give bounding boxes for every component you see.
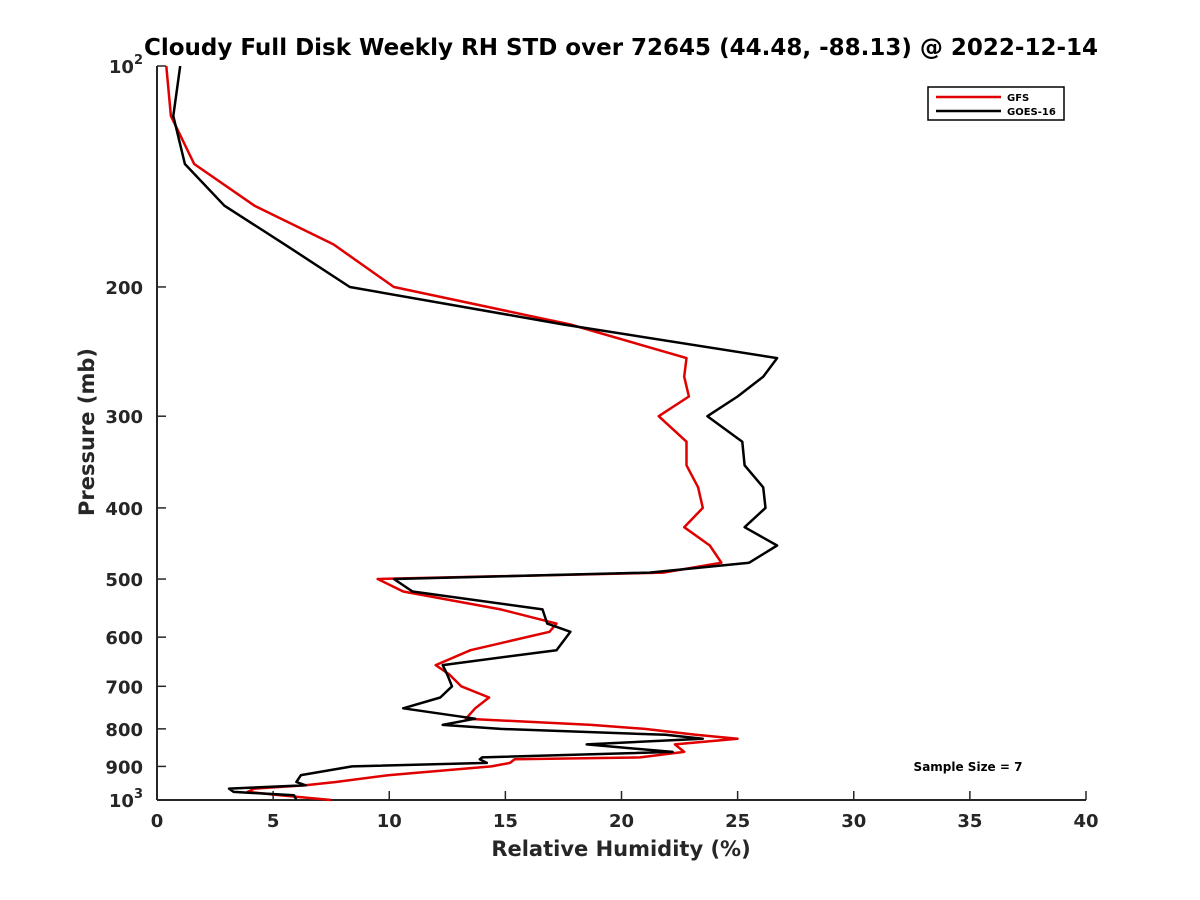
- x-tick-label: 5: [267, 811, 280, 832]
- y-tick-label: 102: [109, 53, 143, 78]
- axes: 0 5 10 15 20 25 30 35 40 102 200 300 400 500 600 700 800…: [105, 53, 1098, 832]
- y-tick-label: 800: [105, 720, 143, 741]
- series-line-goes-16: [172, 65, 779, 801]
- x-tick-label: 10: [377, 811, 402, 832]
- x-axis-label: Relative Humidity (%): [491, 837, 750, 861]
- chart-title: Cloudy Full Disk Weekly RH STD over 7264…: [144, 35, 1098, 61]
- series-layer: [165, 65, 779, 802]
- y-tick-label: 103: [109, 787, 143, 812]
- y-tick-label: 900: [105, 757, 143, 778]
- series-line-gfs: [165, 65, 739, 802]
- y-axis-label: Pressure (mb): [75, 348, 99, 516]
- y-tick-label: 700: [105, 677, 143, 698]
- y-tick-label: 400: [105, 499, 143, 520]
- legend-box: [927, 86, 1065, 121]
- x-tick-label: 15: [493, 811, 518, 832]
- x-tick-label: 0: [151, 811, 164, 832]
- x-tick-label: 30: [841, 811, 866, 832]
- x-tick-label: 35: [957, 811, 982, 832]
- legend: GFS GOES-16: [927, 86, 1065, 121]
- y-tick-label: 300: [105, 407, 143, 428]
- y-tick-label: 200: [105, 278, 143, 299]
- x-tick-label: 40: [1073, 811, 1098, 832]
- legend-label-goes-16: GOES-16: [1007, 107, 1056, 118]
- x-tick-label: 25: [725, 811, 750, 832]
- y-tick-label: 600: [105, 628, 143, 649]
- y-tick-label: 500: [105, 570, 143, 591]
- legend-label-gfs: GFS: [1007, 93, 1029, 104]
- sample-size-annotation: Sample Size = 7: [914, 760, 1023, 774]
- x-tick-label: 20: [609, 811, 634, 832]
